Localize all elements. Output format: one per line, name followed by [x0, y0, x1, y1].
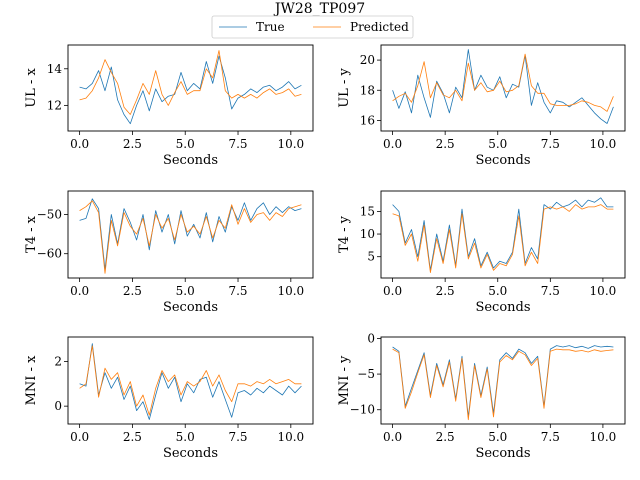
x-tick-label: 7.5: [228, 284, 247, 298]
legend: True Predicted: [211, 15, 414, 39]
y-tick-label: −10: [350, 403, 375, 417]
series-line-true: [79, 55, 302, 125]
x-tick-label: 2.5: [123, 430, 142, 444]
x-tick-label: 5.0: [176, 284, 195, 298]
x-axis-label: Seconds: [475, 446, 530, 461]
x-tick-label: 0.0: [383, 284, 402, 298]
y-tick-label: 16: [360, 113, 375, 127]
x-tick-label: 10.0: [277, 137, 304, 151]
x-tick-label: 5.0: [488, 430, 507, 444]
series-line-predicted: [392, 348, 614, 421]
y-tick-label: 5: [367, 250, 375, 264]
x-tick-label: 7.5: [228, 137, 247, 151]
x-tick-label: 5.0: [176, 137, 195, 151]
x-tick-label: 7.5: [541, 137, 560, 151]
x-tick-label: 7.5: [541, 284, 560, 298]
y-axis-label: MNI - x: [24, 355, 39, 405]
y-tick-label: 15: [360, 204, 375, 218]
subplot-4: 0.0 2.5 5.0 7.5 10.0 5 10 15 Seconds T4 - y: [337, 190, 626, 315]
series-line-predicted: [392, 204, 614, 274]
x-axis-label: Seconds: [163, 300, 218, 315]
legend-box: [211, 15, 414, 39]
series-line-predicted: [392, 53, 614, 112]
x-tick-label: 0.0: [383, 430, 402, 444]
subplot-2: 0.0 2.5 5.0 7.5 10.0 16 18 20 Seconds UL - y: [337, 44, 626, 168]
x-tick-label: 2.5: [436, 430, 455, 444]
x-tick-label: 2.5: [436, 284, 455, 298]
legend-predicted-label: Predicted: [350, 20, 409, 34]
y-axis-label: T4 - y: [337, 215, 352, 253]
x-tick-label: 10.0: [277, 430, 304, 444]
y-tick-label: 2: [54, 355, 62, 369]
subplot-1: 0.0 2.5 5.0 7.5 10.0 12 14 Seconds UL - x: [24, 44, 314, 168]
subplot-5: 0.0 2.5 5.0 7.5 10.0 0 2 Seconds MNI - x: [24, 336, 314, 461]
x-tick-label: 10.0: [590, 430, 617, 444]
subplot-grid: 0.0 2.5 5.0 7.5 10.0 12 14 Seconds UL - x 0.0 2.5 5…: [24, 44, 626, 461]
x-tick-label: 5.0: [488, 137, 507, 151]
axes-frame: [67, 44, 314, 132]
x-tick-label: 5.0: [488, 284, 507, 298]
axes-frame: [67, 336, 314, 425]
axes-frame: [67, 190, 314, 279]
series-line-predicted: [79, 50, 302, 115]
y-tick-label: 20: [360, 53, 375, 67]
y-axis-label: T4 - x: [24, 215, 39, 253]
y-axis-label: UL - x: [24, 68, 39, 108]
x-tick-label: 0.0: [70, 284, 89, 298]
x-axis-label: Seconds: [163, 153, 218, 168]
x-tick-label: 10.0: [277, 284, 304, 298]
x-tick-label: 7.5: [541, 430, 560, 444]
series-line-true: [392, 197, 614, 271]
series-line-predicted: [79, 200, 302, 274]
axes-frame: [380, 44, 626, 132]
series-line-true: [79, 198, 302, 270]
x-axis-label: Seconds: [163, 446, 218, 461]
legend-true-label: True: [256, 20, 285, 34]
y-tick-label: −50: [37, 208, 62, 222]
x-tick-label: 2.5: [123, 137, 142, 151]
x-axis-label: Seconds: [475, 153, 530, 168]
x-tick-label: 7.5: [228, 430, 247, 444]
y-tick-label: 18: [360, 83, 375, 97]
x-tick-label: 10.0: [590, 284, 617, 298]
y-tick-label: 10: [360, 227, 375, 241]
series-line-predicted: [79, 345, 302, 416]
y-tick-label: 0: [367, 331, 375, 345]
y-tick-label: −60: [37, 247, 62, 261]
y-tick-label: −5: [357, 367, 375, 381]
x-tick-label: 0.0: [383, 137, 402, 151]
series-line-true: [392, 345, 614, 418]
x-tick-label: 2.5: [123, 284, 142, 298]
series-line-true: [79, 343, 302, 420]
x-tick-label: 2.5: [436, 137, 455, 151]
y-tick-label: 14: [47, 62, 63, 76]
x-axis-label: Seconds: [475, 300, 530, 315]
axes-frame: [380, 336, 626, 425]
x-tick-label: 0.0: [70, 137, 89, 151]
x-tick-label: 5.0: [176, 430, 195, 444]
subplot-6: 0.0 2.5 5.0 7.5 10.0 −10 −5 0 Seconds MNI - y: [337, 331, 626, 461]
figure-title: JW28_TP097: [273, 1, 365, 17]
axes-frame: [380, 190, 626, 279]
y-axis-label: UL - y: [337, 68, 352, 108]
subplot-3: 0.0 2.5 5.0 7.5 10.0 −60 −50 Seconds T4 - x: [24, 190, 314, 315]
y-tick-label: 12: [47, 98, 62, 112]
y-tick-label: 0: [54, 399, 62, 413]
x-tick-label: 10.0: [590, 137, 617, 151]
x-tick-label: 0.0: [70, 430, 89, 444]
y-axis-label: MNI - y: [337, 355, 352, 405]
